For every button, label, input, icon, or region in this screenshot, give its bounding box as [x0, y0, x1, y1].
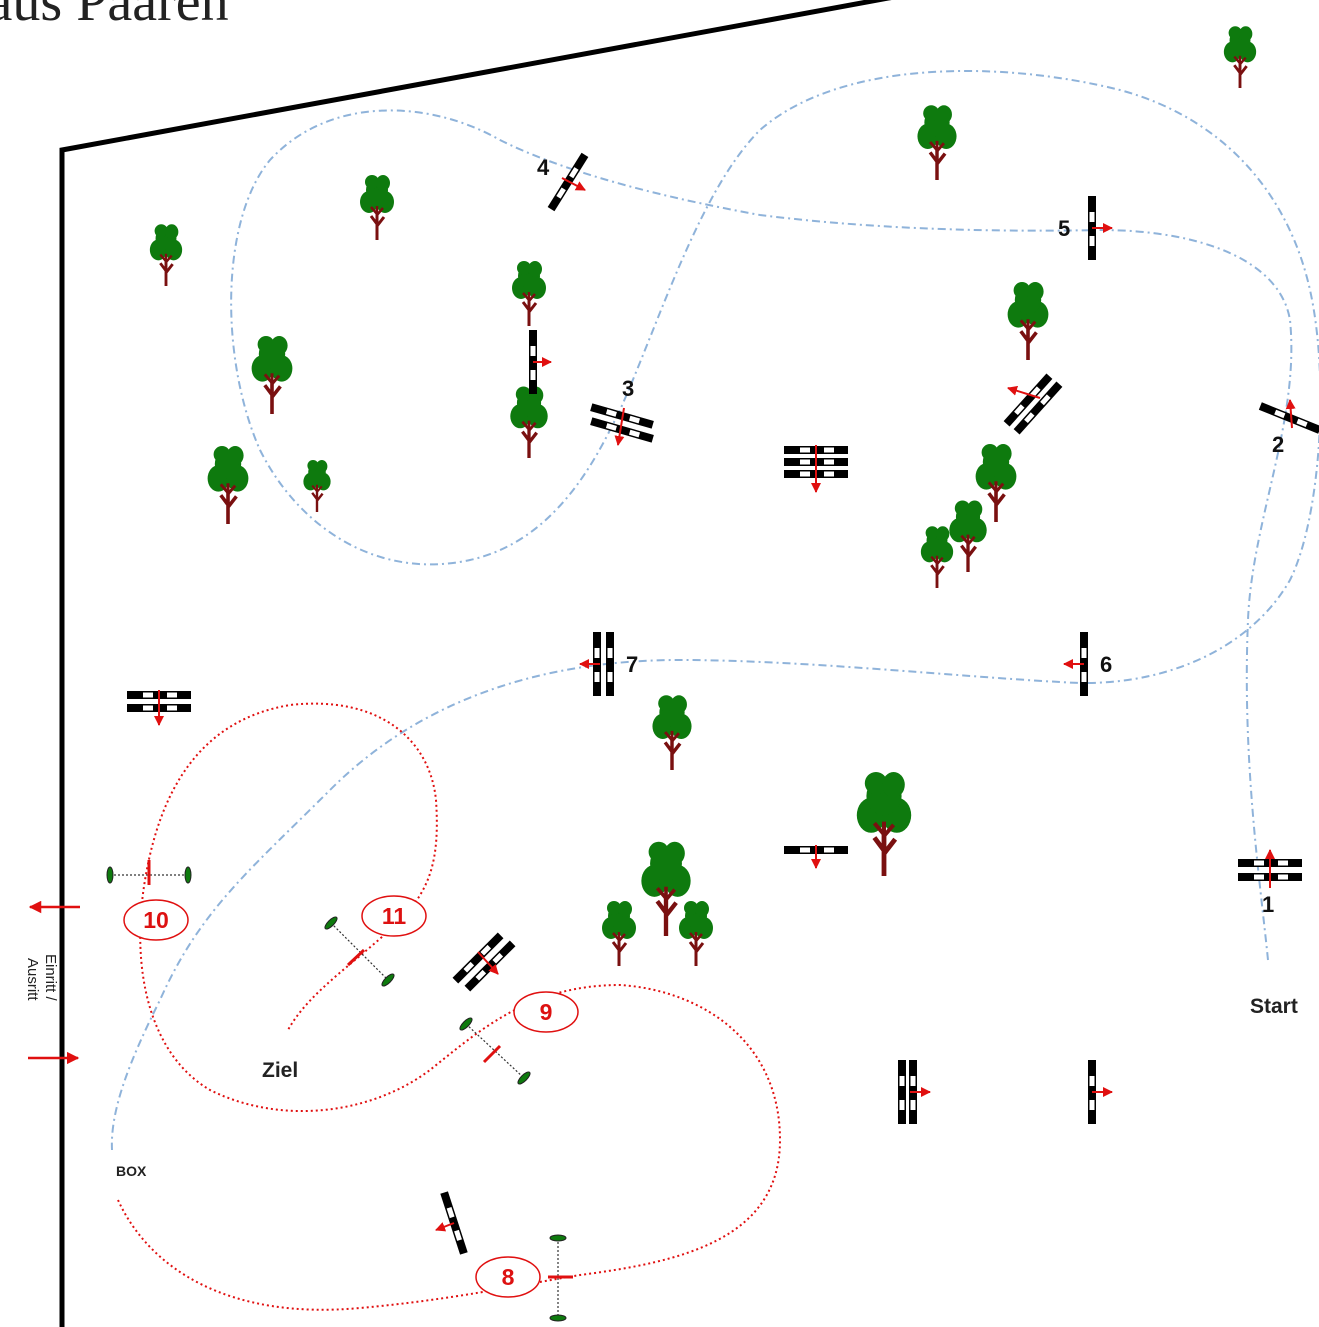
arena-boundary — [59, 0, 892, 1327]
course-title: laus Paaren — [0, 0, 229, 33]
tree-icon — [358, 173, 396, 242]
gate-obstacle-10 — [106, 860, 192, 885]
tree-icon — [249, 334, 295, 416]
obstacle-unnumbered — [1003, 373, 1063, 435]
obstacle-unnumbered — [529, 330, 552, 394]
obstacle-11-marker: 11 — [361, 895, 427, 937]
obstacle-8-number: 8 — [502, 1264, 515, 1290]
box-label: BOX — [116, 1163, 147, 1179]
obstacle-3: 3 — [590, 376, 654, 446]
obstacle-unnumbered — [784, 845, 848, 869]
obstacle-5: 5 — [1058, 196, 1113, 260]
obstacle-3-number: 3 — [622, 376, 634, 401]
tree-icon — [919, 524, 955, 590]
tree-icon — [1222, 24, 1258, 90]
obstacle-unnumbered — [898, 1060, 931, 1124]
tree-icon — [600, 899, 638, 968]
tree-icon — [677, 899, 715, 968]
tree-icon — [205, 444, 251, 526]
obstacle-10-marker: 10 — [123, 899, 189, 941]
gate-obstacle-8 — [548, 1234, 573, 1322]
entrance-exit-marker: Einritt / Ausritt — [24, 900, 80, 1065]
tree-icon — [148, 222, 184, 288]
obstacle-10-number: 10 — [143, 907, 169, 933]
course-path-blue — [110, 69, 1319, 1151]
obstacle-unnumbered — [435, 1191, 468, 1255]
tree-icon — [1005, 280, 1051, 362]
course-path-red — [117, 702, 782, 1311]
obstacle-7: 7 — [579, 632, 638, 696]
obstacle-unnumbered — [452, 932, 516, 992]
tree-icon — [508, 384, 550, 460]
obstacle-11-number: 11 — [382, 903, 407, 929]
obstacle-2: 2 — [1258, 399, 1319, 457]
obstacle-9-number: 9 — [540, 999, 553, 1025]
tree-icon — [510, 259, 548, 328]
tree-icon — [302, 458, 332, 514]
tree-icon — [915, 103, 959, 182]
obstacle-1: 1 — [1238, 849, 1302, 917]
obstacle-9-marker: 9 — [513, 991, 579, 1033]
obstacle-8-marker: 8 — [475, 1256, 541, 1298]
obstacle-6-number: 6 — [1100, 652, 1112, 677]
obstacle-1-number: 1 — [1262, 892, 1274, 917]
obstacle-4: 4 — [537, 152, 589, 212]
entrance-label-2: Ausritt — [24, 958, 41, 1001]
gate-obstacle-9 — [459, 1017, 531, 1085]
start-label: Start — [1250, 995, 1298, 1018]
obstacle-4-number: 4 — [537, 155, 550, 180]
tree-icon — [857, 772, 911, 876]
obstacle-5-number: 5 — [1058, 216, 1070, 241]
entrance-label-1: Einritt / — [42, 954, 59, 1002]
obstacle-unnumbered — [1088, 1060, 1113, 1124]
obstacle-2-number: 2 — [1272, 432, 1284, 457]
obstacle-6: 6 — [1063, 632, 1112, 696]
gate-obstacle-11 — [324, 916, 395, 987]
tree-icon — [947, 498, 989, 574]
obstacle-7-number: 7 — [626, 652, 638, 677]
obstacle-unnumbered — [784, 445, 848, 493]
obstacle-unnumbered — [127, 690, 191, 726]
finish-label: Ziel — [262, 1059, 298, 1082]
tree-icon — [650, 693, 694, 772]
